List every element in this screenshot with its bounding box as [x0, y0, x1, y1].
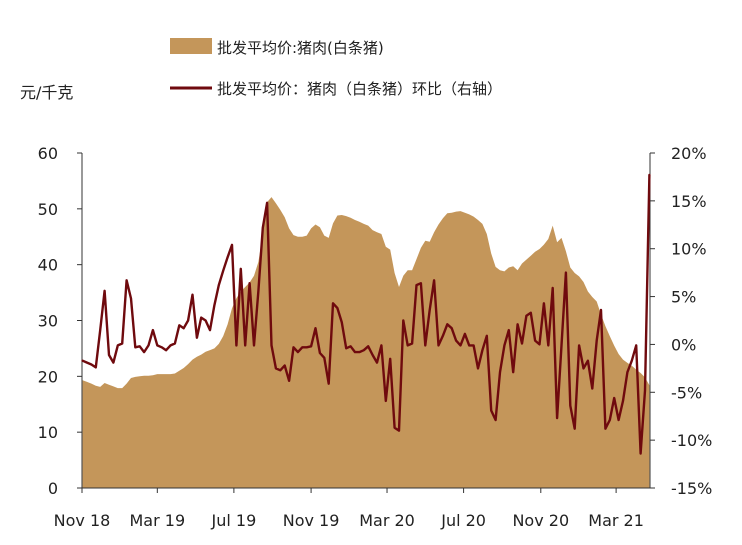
x-tick-label: Mar 19 — [129, 511, 185, 530]
left-y-tick-label: 10 — [38, 423, 58, 442]
left-y-tick-label: 20 — [38, 367, 58, 386]
x-tick-label: Mar 20 — [359, 511, 415, 530]
x-tick-label: Jul 20 — [440, 511, 486, 530]
right-y-tick-label: 10% — [671, 240, 707, 259]
x-tick-label: Nov 19 — [283, 511, 340, 530]
right-y-tick-label: 15% — [671, 192, 707, 211]
x-tick-label: Mar 21 — [588, 511, 644, 530]
right-y-tick-label: -15% — [671, 479, 712, 498]
legend-swatch-price-area — [170, 38, 212, 54]
area-layer — [82, 197, 650, 488]
left-y-tick-label: 60 — [38, 144, 58, 163]
mom-change-line — [81, 173, 651, 455]
left-y-tick-label: 50 — [38, 200, 58, 219]
x-tick-label: Jul 19 — [211, 511, 257, 530]
right-y-tick-label: -10% — [671, 431, 712, 450]
left-y-tick-label: 40 — [38, 256, 58, 275]
x-tick-label: Nov 18 — [54, 511, 111, 530]
left-y-tick-label: 0 — [48, 479, 58, 498]
legend: 批发平均价:猪肉(白条猪) 批发平均价：猪肉（白条猪）环比（右轴） — [170, 38, 502, 98]
line-layer — [81, 173, 651, 455]
right-y-tick-label: 0% — [671, 335, 696, 354]
left-axis-unit-label: 元/千克 — [20, 83, 73, 102]
right-y-tick-label: 20% — [671, 144, 707, 163]
price-area — [82, 197, 650, 488]
x-tick-label: Nov 20 — [512, 511, 569, 530]
axes: 0 10 20 30 40 50 60 -15% -10% -5% 0% 5% 10% 15% 20% Nov… — [38, 144, 713, 530]
legend-label-mom-change: 批发平均价：猪肉（白条猪）环比（右轴） — [217, 80, 502, 98]
legend-label-price: 批发平均价:猪肉(白条猪) — [217, 39, 384, 57]
right-y-tick-label: -5% — [671, 383, 702, 402]
right-y-tick-label: 5% — [671, 288, 696, 307]
left-y-tick-label: 30 — [38, 312, 58, 331]
